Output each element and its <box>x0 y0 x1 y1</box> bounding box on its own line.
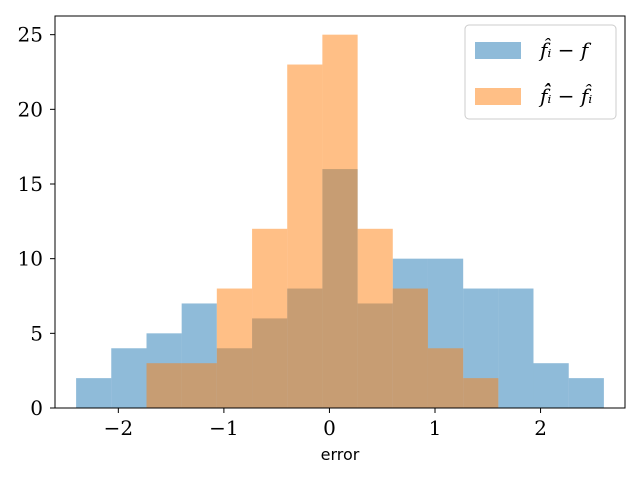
y-tick-label: 0 <box>30 396 43 420</box>
histogram-bar-series-2 <box>252 228 288 408</box>
x-axis-label: error <box>321 445 360 464</box>
legend: f̂ᵢ − f f̂̂ᵢ − f̂ᵢ <box>464 24 617 120</box>
histogram-bar-series-2 <box>146 363 182 408</box>
legend-label: f̂ᵢ − f <box>538 38 592 62</box>
histogram-bar-series-2 <box>322 34 358 409</box>
histogram-bar-series-2 <box>357 228 393 408</box>
histogram-bar-series-2 <box>463 378 499 408</box>
y-tick-label: 10 <box>18 247 43 271</box>
x-tick-label: 0 <box>323 416 336 440</box>
y-tick-label: 5 <box>30 321 43 345</box>
histogram-bar-series-2 <box>216 288 253 408</box>
legend-swatch <box>475 42 521 59</box>
histogram-bar-series-1 <box>111 348 147 408</box>
histogram-bar-series-1 <box>498 288 534 408</box>
histogram-bar-series-2 <box>392 288 428 408</box>
legend-label: f̂̂ᵢ − f̂ᵢ <box>538 82 593 108</box>
y-tick-label: 25 <box>18 23 43 47</box>
histogram-bar-series-1 <box>76 378 112 408</box>
histogram-bar-series-2 <box>181 363 217 408</box>
x-tick-label: −2 <box>104 416 133 440</box>
x-tick-label: −1 <box>209 416 238 440</box>
histogram-bar-series-1 <box>568 378 604 408</box>
y-tick-label: 15 <box>18 172 43 196</box>
histogram-bars <box>76 34 604 409</box>
axes-frame <box>54 15 626 409</box>
x-tick-label: 2 <box>534 416 547 440</box>
legend-swatch <box>475 88 521 105</box>
histogram-bar-series-2 <box>427 348 464 408</box>
y-tick-label: 20 <box>18 97 43 121</box>
histogram-bar-series-1 <box>533 363 569 408</box>
y-axis-ticks: 0 5 10 15 20 25 <box>18 23 55 420</box>
histogram-bar-series-2 <box>287 64 323 409</box>
x-axis-ticks: −2 −1 0 1 2 <box>104 408 547 440</box>
x-tick-label: 1 <box>429 416 442 440</box>
